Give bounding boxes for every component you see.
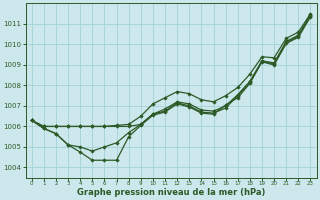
X-axis label: Graphe pression niveau de la mer (hPa): Graphe pression niveau de la mer (hPa) — [77, 188, 265, 197]
